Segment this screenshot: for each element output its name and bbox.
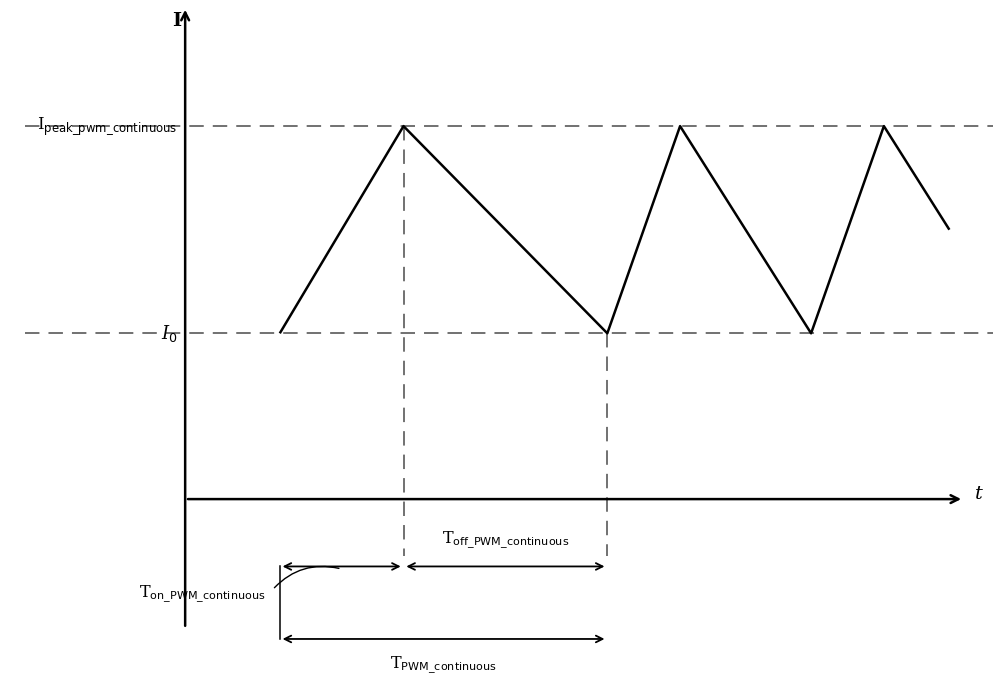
Text: T$_\mathrm{PWM\_continuous}$: T$_\mathrm{PWM\_continuous}$: [390, 654, 497, 676]
Text: T$_\mathrm{on\_PWM\_continuous}$: T$_\mathrm{on\_PWM\_continuous}$: [139, 584, 265, 605]
Text: T$_\mathrm{off\_PWM\_continuous}$: T$_\mathrm{off\_PWM\_continuous}$: [442, 530, 569, 551]
Text: t: t: [975, 485, 983, 503]
Text: I: I: [172, 12, 181, 30]
Text: I$_0$: I$_0$: [161, 323, 178, 344]
Text: I$_\mathrm{peak\_pwm\_continuous}$: I$_\mathrm{peak\_pwm\_continuous}$: [37, 116, 178, 137]
